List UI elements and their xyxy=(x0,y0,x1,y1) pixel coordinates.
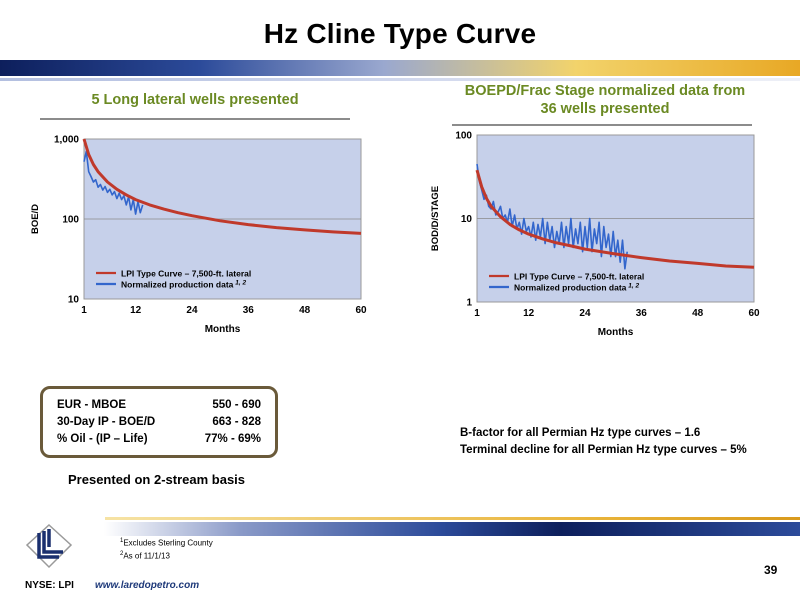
x-tick-label: 12 xyxy=(523,308,535,319)
footer-band xyxy=(0,522,800,536)
x-axis-label: Months xyxy=(598,327,634,338)
production-data-line xyxy=(83,150,144,215)
footnote-1: 1Excludes Sterling County xyxy=(120,536,213,549)
footer-band-line xyxy=(105,517,800,520)
x-tick-label: 60 xyxy=(355,305,367,316)
chart-2: 1 10 100 1 12 24 36 48 60 Months BOD/D/STAGE LPI Ty… xyxy=(430,131,760,339)
x-tick-label: 1 xyxy=(81,305,87,316)
x-tick-label: 36 xyxy=(636,308,648,319)
legend-label: LPI Type Curve – 7,500-ft. lateral xyxy=(514,272,644,282)
decline-notes: B-factor for all Permian Hz type curves … xyxy=(460,425,747,459)
x-tick-label: 36 xyxy=(243,305,255,316)
x-tick-label: 60 xyxy=(748,308,760,319)
footnote-1-text: Excludes Sterling County xyxy=(123,538,213,548)
x-axis-label: Months xyxy=(205,324,241,335)
y-tick-label: 100 xyxy=(62,215,79,226)
left-chart-heading: 5 Long lateral wells presented xyxy=(91,92,299,108)
type-curve-line xyxy=(475,169,755,269)
y-tick-label: 1 xyxy=(466,298,472,309)
summary-label-eur: EUR - MBOE xyxy=(57,399,126,411)
header-band-line xyxy=(0,78,800,81)
summary-row-eur: EUR - MBOE 550 - 690 xyxy=(57,397,261,414)
footnote-2-mark: 2 xyxy=(120,550,124,557)
footnote-2-text: As of 11/1/13 xyxy=(123,551,170,561)
y-tick-label: 10 xyxy=(461,214,473,225)
production-data-line xyxy=(476,163,628,270)
company-logo-icon xyxy=(25,523,73,569)
terminal-decline-note: Terminal decline for all Permian Hz type… xyxy=(460,444,747,456)
page-number: 39 xyxy=(764,563,778,577)
x-tick-label: 48 xyxy=(692,308,704,319)
summary-box: EUR - MBOE 550 - 690 30-Day IP - BOE/D 6… xyxy=(40,386,278,458)
legend-superscript: 1, 2 xyxy=(626,283,639,290)
x-tick-label: 24 xyxy=(186,305,198,316)
ticker-symbol: NYSE: LPI xyxy=(25,580,74,591)
summary-value-oil: 77% - 69% xyxy=(204,433,261,445)
footnote-2: 2As of 11/1/13 xyxy=(120,549,213,562)
x-tick-label: 48 xyxy=(299,305,311,316)
page-title: Hz Cline Type Curve xyxy=(263,18,537,49)
header-band xyxy=(0,60,800,76)
x-tick-label: 12 xyxy=(130,305,142,316)
chart-1: 10 100 1,000 1 12 24 36 48 60 Months BOE/D LPI Type… xyxy=(30,135,367,336)
legend-label: Normalized production data 1, 2 xyxy=(121,280,246,290)
summary-row-ip: 30-Day IP - BOE/D 663 - 828 xyxy=(57,414,261,431)
summary-value-ip: 663 - 828 xyxy=(212,416,261,428)
summary-label-oil: % Oil - (IP – Life) xyxy=(57,433,148,445)
right-chart-heading: BOEPD/Frac Stage normalized data from 36… xyxy=(430,82,780,118)
legend-label: LPI Type Curve – 7,500-ft. lateral xyxy=(121,269,251,279)
summary-row-oil: % Oil - (IP – Life) 77% - 69% xyxy=(57,431,261,448)
x-tick-label: 24 xyxy=(579,308,591,319)
right-heading-line2: 36 wells presented xyxy=(540,101,670,117)
type-curve-line xyxy=(82,138,362,235)
bfactor-note: B-factor for all Permian Hz type curves … xyxy=(460,427,701,439)
summary-label-ip: 30-Day IP - BOE/D xyxy=(57,416,156,428)
y-axis-label: BOD/D/STAGE xyxy=(430,186,441,251)
basis-note: Presented on 2-stream basis xyxy=(68,472,246,487)
y-tick-label: 10 xyxy=(68,295,80,306)
left-heading-underline xyxy=(40,118,350,120)
right-heading-line1: BOEPD/Frac Stage normalized data from xyxy=(464,83,746,99)
summary-value-eur: 550 - 690 xyxy=(212,399,261,411)
legend-label: Normalized production data 1, 2 xyxy=(514,283,639,293)
right-heading-underline xyxy=(452,124,752,126)
x-tick-label: 1 xyxy=(474,308,480,319)
y-tick-label: 1,000 xyxy=(54,135,79,146)
footnotes: 1Excludes Sterling County 2As of 11/1/13 xyxy=(120,536,213,561)
legend-superscript: 1, 2 xyxy=(233,280,246,287)
y-axis-label: BOE/D xyxy=(30,204,41,234)
footnote-1-mark: 1 xyxy=(120,538,124,544)
website-link[interactable]: www.laredopetro.com xyxy=(95,580,200,591)
y-tick-label: 100 xyxy=(455,131,472,142)
